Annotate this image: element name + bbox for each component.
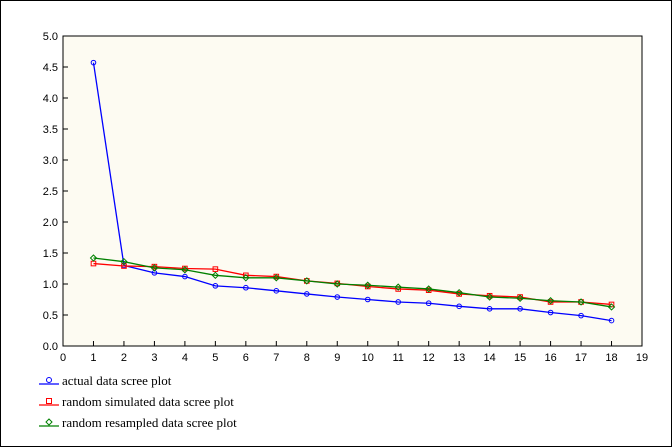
data-point [120, 257, 128, 266]
data-point [578, 312, 584, 319]
plot-area [62, 35, 643, 347]
x-tick-label: 0 [60, 352, 66, 364]
x-tick-label: 15 [514, 352, 526, 364]
data-point [364, 281, 372, 289]
x-tick-label: 17 [575, 352, 587, 364]
series-layer [89, 59, 616, 324]
data-point [334, 294, 341, 300]
x-tick-label: 9 [334, 352, 340, 364]
series-3 [89, 254, 616, 311]
data-point [121, 263, 127, 269]
data-point [303, 291, 310, 297]
legend-label-resampled: random resampled data scree plot [62, 414, 237, 430]
legend-swatch-actual [39, 376, 59, 385]
y-tick-label: 4.0 [43, 93, 58, 105]
y-tick-label: 0.5 [43, 310, 58, 322]
data-point [211, 271, 220, 280]
y-tick-label: 3.5 [43, 124, 58, 136]
y-tick-label: 1.5 [43, 248, 58, 260]
legend: actual data scree plot random simulated … [37, 370, 237, 433]
data-point [424, 285, 433, 293]
data-point [517, 306, 523, 312]
x-tick-label: 4 [182, 352, 188, 364]
series-line [92, 62, 612, 322]
legend-item-simulated: random simulated data scree plot [37, 391, 237, 412]
x-tick-label: 12 [423, 352, 435, 364]
data-point [486, 306, 493, 312]
x-tick-label: 18 [605, 352, 617, 364]
x-tick-label: 13 [453, 352, 465, 364]
legend-swatch-simulated [39, 397, 59, 406]
legend-swatch-resampled [39, 417, 59, 427]
y-tick-label: 3.0 [43, 155, 58, 167]
y-tick-label: 1.0 [43, 279, 58, 291]
x-axis: 0 1 2 3 4 5 6 7 8 9 10 11 12 13 14 15 16 17 18 19 [60, 341, 648, 364]
data-point [394, 283, 402, 291]
y-axis: 0.0 0.5 1.0 1.5 2.0 2.5 3.0 3.5 4.0 4.5 5.0 [43, 31, 68, 353]
x-tick-label: 10 [362, 352, 374, 364]
data-point [425, 300, 432, 307]
y-tick-label: 2.0 [43, 217, 58, 229]
data-point [546, 297, 555, 305]
y-tick-label: 2.5 [43, 186, 58, 198]
x-tick-label: 2 [121, 352, 127, 364]
data-point [516, 294, 524, 302]
x-tick-label: 19 [636, 352, 648, 364]
data-point [182, 273, 188, 280]
y-tick-label: 5.0 [43, 31, 58, 43]
series-line [93, 257, 612, 308]
data-point [243, 284, 249, 291]
legend-item-resampled: random resampled data scree plot [37, 412, 237, 433]
legend-label-simulated: random simulated data scree plot [62, 393, 234, 409]
y-tick-label: 0.0 [43, 341, 58, 353]
legend-label-actual: actual data scree plot [62, 372, 172, 388]
data-point [455, 288, 463, 297]
data-point [272, 274, 281, 282]
x-tick-label: 1 [90, 352, 96, 364]
x-tick-label: 11 [392, 352, 403, 364]
x-tick-label: 16 [544, 352, 556, 364]
data-point [90, 59, 97, 66]
data-point [150, 264, 159, 272]
x-tick-label: 8 [304, 352, 310, 364]
data-point [181, 266, 189, 274]
data-point [273, 288, 280, 294]
x-tick-label: 14 [484, 352, 496, 364]
series-1 [90, 59, 615, 324]
y-tick-label: 4.5 [43, 62, 58, 74]
data-point [333, 280, 341, 288]
data-point [395, 299, 402, 305]
data-point [89, 254, 98, 262]
data-point [242, 274, 250, 282]
data-point [547, 309, 554, 316]
x-tick-label: 3 [151, 352, 157, 364]
legend-item-actual: actual data scree plot [37, 370, 237, 391]
data-point [456, 303, 462, 310]
data-point [212, 283, 219, 289]
x-tick-label: 5 [212, 352, 218, 364]
data-point [364, 296, 371, 303]
data-point [577, 298, 585, 306]
x-tick-label: 7 [273, 352, 279, 364]
data-point [608, 317, 615, 324]
data-point [303, 277, 311, 285]
x-tick-label: 6 [243, 352, 249, 364]
data-point [212, 266, 219, 272]
data-point [485, 293, 494, 301]
data-point [607, 303, 616, 311]
